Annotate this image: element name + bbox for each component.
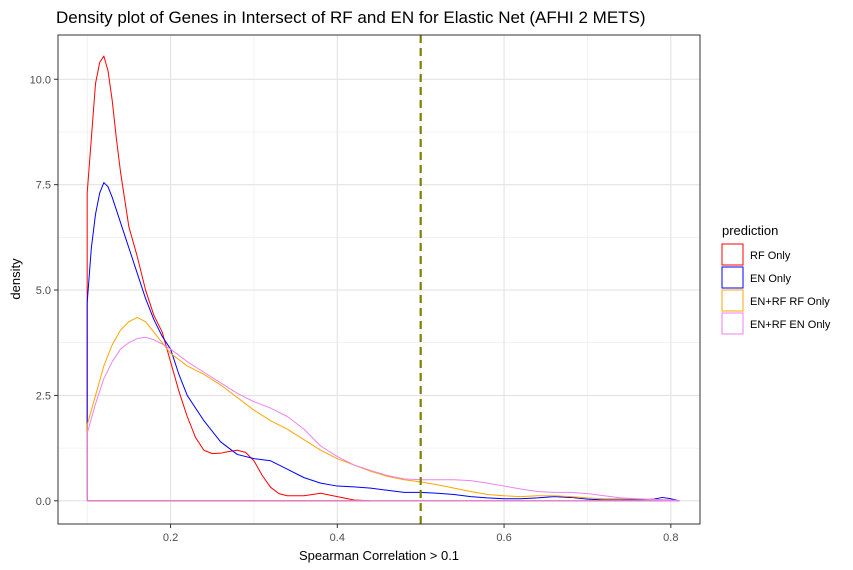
legend: prediction RF Only EN Only EN+RF RF Only EN… [721,223,831,335]
y-tick-label: 10.0 [30,74,51,86]
chart-title: Density plot of Genes in Intersect of RF… [56,8,646,27]
y-axis-title: density [8,258,23,300]
legend-title: prediction [722,223,778,238]
density-series-4 [86,336,680,502]
y-tick-label: 5.0 [36,285,51,297]
density-series-3 [86,316,680,502]
legend-key-swatch [721,266,744,289]
y-axis-ticks: 0.0 2.5 5.0 7.5 10.0 [30,74,58,508]
legend-item-label: RF Only [750,250,791,262]
x-axis-ticks: 0.2 0.4 0.6 0.8 [163,524,678,544]
y-tick-label: 2.5 [36,390,51,402]
density-series-1 [86,55,372,502]
x-tick-label: 0.8 [663,532,678,544]
legend-key-swatch [721,312,744,335]
y-tick-label: 7.5 [36,180,51,192]
x-tick-label: 0.4 [330,532,345,544]
legend-item-label: EN+RF EN Only [750,319,831,331]
x-axis-title: Spearman Correlation > 0.1 [299,548,459,563]
y-tick-label: 0.0 [36,496,51,508]
legend-item-label: EN+RF RF Only [750,296,830,308]
x-tick-label: 0.2 [163,532,178,544]
legend-key-swatch [721,243,744,266]
plot-panel-border [57,34,701,525]
plot-background [58,35,700,524]
legend-item-label: EN Only [750,273,791,285]
x-tick-label: 0.6 [496,532,511,544]
density-series-2 [86,182,680,502]
legend-key-swatch [721,289,744,312]
density-curves [86,55,680,502]
